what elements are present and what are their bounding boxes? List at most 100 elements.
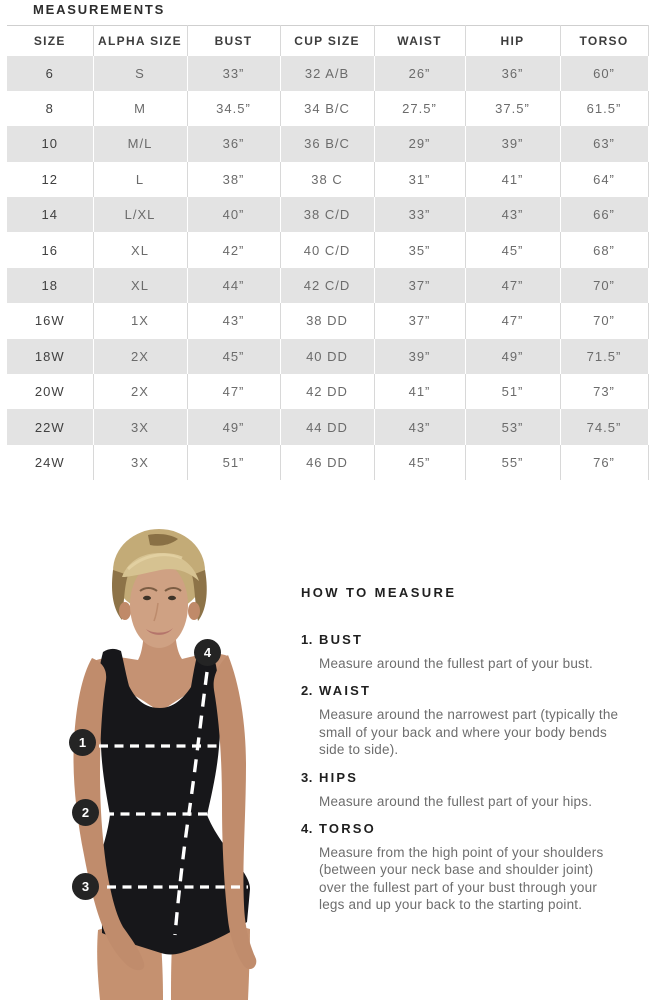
- cell: 42”: [187, 232, 281, 268]
- hair-side-left: [112, 570, 128, 620]
- table-header-row: SIZE ALPHA SIZE BUST CUP SIZE WAIST HIP TORSO: [7, 25, 649, 56]
- cell: 47”: [187, 374, 281, 410]
- cell: 6: [7, 55, 94, 91]
- step-heading: 1. BUST: [301, 632, 623, 647]
- cell: 38”: [187, 161, 281, 198]
- cell: 53”: [465, 409, 561, 445]
- step-number: 2.: [301, 683, 313, 699]
- cell: 3X: [93, 409, 188, 445]
- how-to-measure-title: HOW TO MEASURE: [301, 585, 457, 600]
- marker-bust: 1: [69, 729, 96, 756]
- marker-waist: 2: [72, 799, 99, 826]
- cell: 63”: [560, 126, 649, 162]
- cell: 36”: [465, 55, 561, 91]
- column-header: ALPHA SIZE: [93, 25, 188, 56]
- cell: 40 DD: [280, 338, 375, 375]
- table-row: 18 XL 44” 42 C/D 37” 47” 70”: [7, 267, 649, 304]
- hair-side-right: [192, 570, 207, 621]
- cell: 71.5”: [560, 338, 649, 375]
- cell: 3X: [93, 444, 188, 481]
- table-body: 6 S 33” 32 A/B 26” 36” 60” 8 M 34.5” 34 B/C 27.5” 37…: [7, 55, 649, 481]
- table-row: 6 S 33” 32 A/B 26” 36” 60”: [7, 55, 649, 91]
- model-photo-illustration: [73, 529, 257, 1000]
- step-label: HIPS: [319, 769, 359, 785]
- measure-step: 4. TORSO Measure from the high point of yo…: [301, 821, 623, 914]
- table-row: 8 M 34.5” 34 B/C 27.5” 37.5” 61.5”: [7, 90, 649, 127]
- table-row: 20W 2X 47” 42 DD 41” 51” 73”: [7, 374, 649, 410]
- cell: 37”: [374, 303, 466, 339]
- cell: 26”: [374, 55, 466, 91]
- cell: 40”: [187, 197, 281, 233]
- cell: 8: [7, 90, 94, 127]
- step-label: TORSO: [319, 821, 376, 837]
- cell: 44 DD: [280, 409, 375, 445]
- cell: 55”: [465, 444, 561, 481]
- cell: 64”: [560, 161, 649, 198]
- cell: 43”: [374, 409, 466, 445]
- cell: 31”: [374, 161, 466, 198]
- cell: 43”: [187, 303, 281, 339]
- cell: L/XL: [93, 197, 188, 233]
- step-description: Measure around the fullest part of your …: [319, 793, 593, 809]
- table-row: 22W 3X 49” 44 DD 43” 53” 74.5”: [7, 409, 649, 445]
- measure-step: 3. HIPS Measure around the fullest part of…: [301, 770, 623, 810]
- cell: 39”: [374, 338, 466, 375]
- cell: 1X: [93, 303, 188, 339]
- step-number: 3.: [301, 769, 313, 785]
- cell: 39”: [465, 126, 561, 162]
- cell: 44”: [187, 267, 281, 304]
- cell: 49”: [187, 409, 281, 445]
- table-row: 24W 3X 51” 46 DD 45” 55” 76”: [7, 444, 649, 481]
- left-eye: [143, 595, 151, 601]
- measurements-table: SIZE ALPHA SIZE BUST CUP SIZE WAIST HIP TORSO …: [7, 25, 649, 481]
- model-figure: 1 2 3 4: [10, 525, 300, 1000]
- cell: 47”: [465, 303, 561, 339]
- hair-roots: [148, 534, 178, 546]
- cell: 34.5”: [187, 90, 281, 127]
- hair-highlight: [126, 553, 183, 571]
- step-number: 1.: [301, 632, 313, 647]
- cell: 49”: [465, 338, 561, 375]
- cell: M/L: [93, 126, 188, 162]
- cell: 76”: [560, 444, 649, 481]
- cell: 70”: [560, 267, 649, 304]
- cell: 32 A/B: [280, 55, 375, 91]
- measurements-title: MEASUREMENTS: [33, 2, 166, 17]
- table-row: 12 L 38” 38 C 31” 41” 64”: [7, 161, 649, 198]
- header-row: SIZE ALPHA SIZE BUST CUP SIZE WAIST HIP TORSO: [7, 25, 649, 56]
- cell: 27.5”: [374, 90, 466, 127]
- cell: 34 B/C: [280, 90, 375, 127]
- how-to-measure-section: HOW TO MEASURE 1. BUST Measure around the …: [301, 585, 623, 914]
- right-ear: [188, 602, 200, 620]
- table-row: 18W 2X 45” 40 DD 39” 49” 71.5”: [7, 338, 649, 375]
- cell: L: [93, 161, 188, 198]
- cell: 22W: [7, 409, 94, 445]
- table-row: 10 M/L 36” 36 B/C 29” 39” 63”: [7, 126, 649, 162]
- cell: 18: [7, 267, 94, 304]
- cell: 2X: [93, 338, 188, 375]
- table-row: 16W 1X 43” 38 DD 37” 47” 70”: [7, 303, 649, 339]
- cell: 51”: [187, 444, 281, 481]
- step-heading: 2. WAIST: [301, 683, 623, 698]
- face: [130, 562, 188, 648]
- column-header: TORSO: [560, 25, 649, 56]
- swimsuit: [97, 647, 250, 955]
- cell: 43”: [465, 197, 561, 233]
- cell: S: [93, 55, 188, 91]
- cell: 10: [7, 126, 94, 162]
- cell: 2X: [93, 374, 188, 410]
- cell: 61.5”: [560, 90, 649, 127]
- cell: 70”: [560, 303, 649, 339]
- step-number: 4.: [301, 821, 313, 837]
- nose: [153, 602, 159, 622]
- cell: 33”: [187, 55, 281, 91]
- left-ear: [119, 602, 131, 620]
- cell: 45”: [187, 338, 281, 375]
- cell: 24W: [7, 444, 94, 481]
- column-header: SIZE: [7, 25, 94, 56]
- marker-torso: 4: [194, 639, 221, 666]
- cell: 45”: [374, 444, 466, 481]
- cell: 73”: [560, 374, 649, 410]
- right-eye: [168, 595, 176, 601]
